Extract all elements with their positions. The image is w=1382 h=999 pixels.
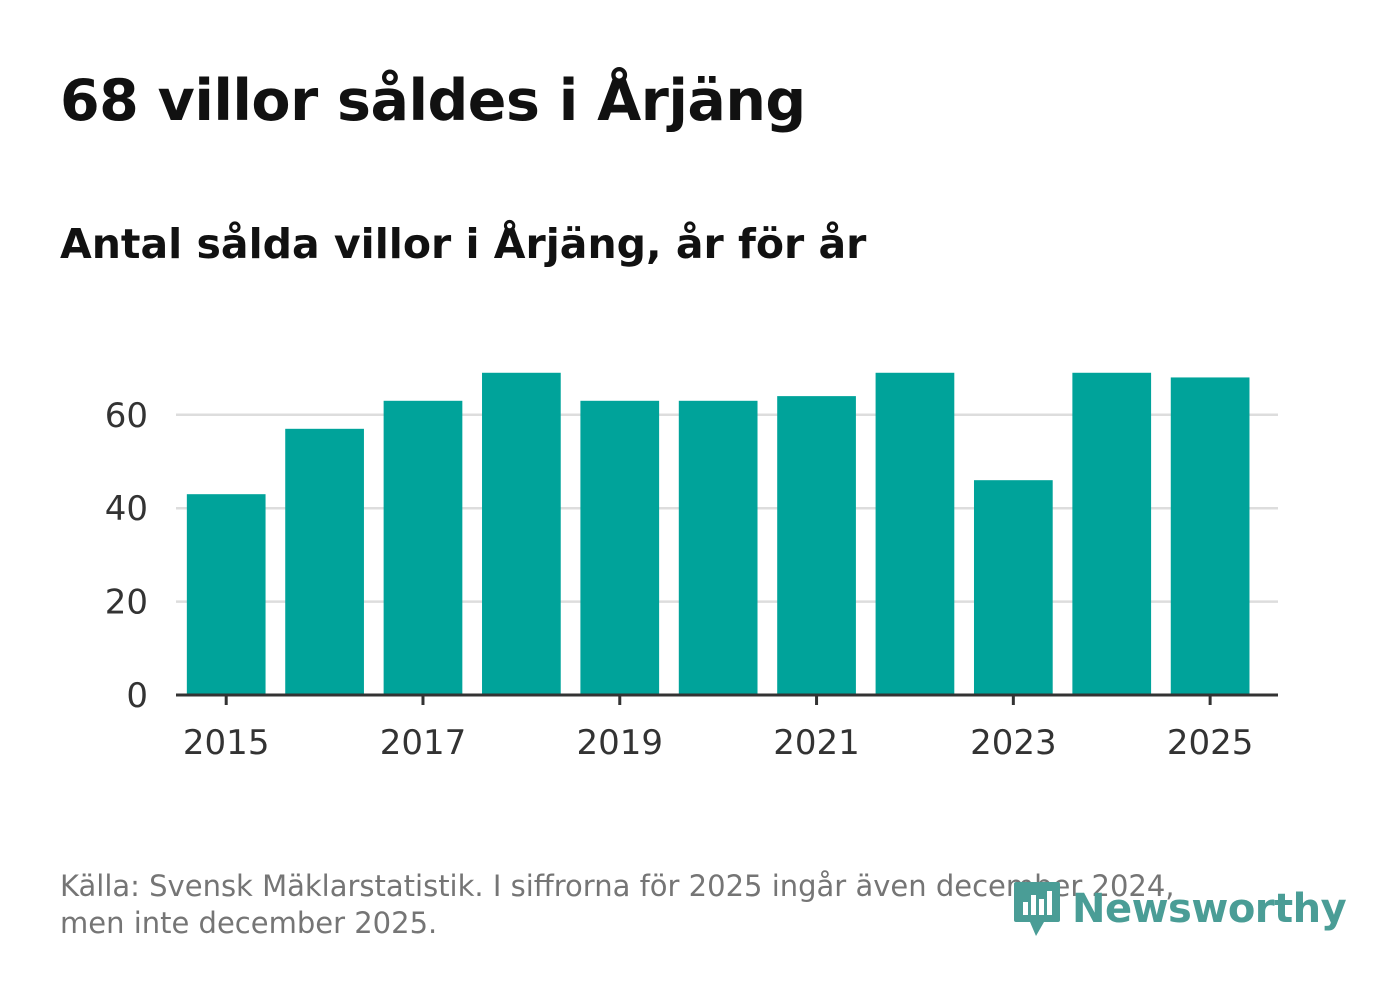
- axes: 0 20 40 60 2015 2017 2019 2021 2023 2025: [105, 396, 1278, 763]
- y-tick-label: 0: [126, 676, 148, 716]
- x-tick-label: 2025: [1167, 723, 1254, 763]
- bar-chart: 0 20 40 60 2015 2017 2019 2021 2023 2025: [105, 372, 1278, 763]
- source-note: Källa: Svensk Mäklarstatistik. I siffror…: [60, 868, 1260, 942]
- x-tick-label: 2023: [970, 723, 1057, 763]
- x-tick-label: 2017: [380, 723, 467, 763]
- bar-2021: [777, 396, 856, 695]
- bar-2023: [973, 480, 1053, 695]
- bar-2017: [383, 400, 463, 695]
- bar-2020: [678, 400, 758, 695]
- newsworthy-logo-icon: [1014, 882, 1060, 936]
- chart-title: 68 villor såldes i Årjäng: [60, 68, 806, 134]
- bar-2019: [580, 400, 660, 695]
- x-tick-label: 2019: [577, 723, 664, 763]
- bar-2016: [285, 428, 364, 695]
- x-tick-label: 2021: [773, 723, 860, 763]
- chart-subtitle: Antal sålda villor i Årjäng, år för år: [60, 220, 867, 268]
- bar-2018: [482, 372, 561, 695]
- newsworthy-logo: Newsworthy: [1012, 880, 1347, 938]
- x-tick-label: 2015: [183, 723, 270, 763]
- source-line-1: Källa: Svensk Mäklarstatistik. I siffror…: [60, 869, 1175, 903]
- bar-2025: [1170, 377, 1250, 695]
- bar-2015: [186, 494, 266, 695]
- bars: [186, 372, 1250, 695]
- logo-text: Newsworthy: [1072, 886, 1347, 932]
- y-tick-label: 20: [105, 583, 148, 623]
- source-line-2: men inte december 2025.: [60, 906, 438, 940]
- y-tick-label: 60: [105, 396, 148, 436]
- bar-2022: [875, 372, 955, 695]
- y-tick-label: 40: [105, 489, 148, 529]
- bar-2024: [1072, 372, 1152, 695]
